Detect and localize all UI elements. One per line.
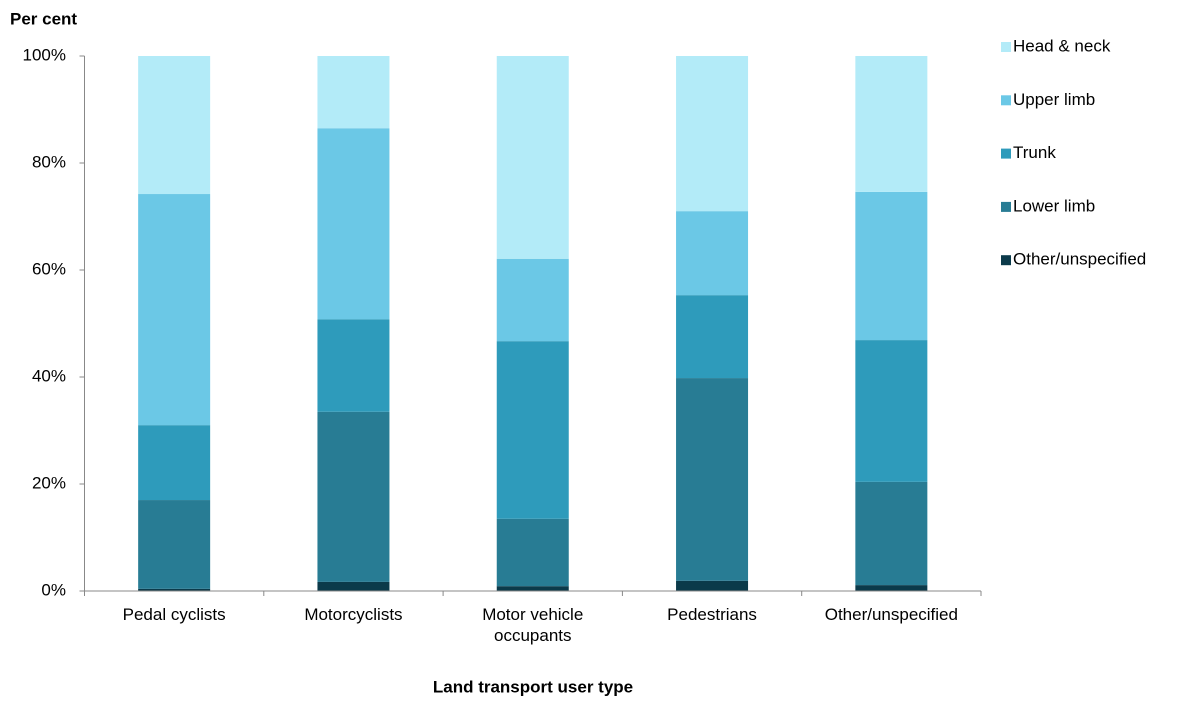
legend-label: Head & neck — [1013, 36, 1111, 55]
bar-segment — [138, 500, 211, 589]
x-tick-label: Other/unspecified — [824, 605, 958, 624]
bar-segment — [138, 56, 211, 195]
y-tick-label: 80% — [32, 152, 66, 171]
y-tick-label: 100% — [23, 45, 66, 64]
bar-segment — [855, 56, 928, 192]
bar-segment — [496, 258, 569, 342]
legend-swatch — [1001, 255, 1011, 266]
bar-segment — [855, 340, 928, 482]
x-tick-label: Motor vehicle occupants — [482, 605, 584, 645]
bar-segment — [317, 581, 390, 591]
x-tick-label: Motorcyclists — [304, 605, 403, 624]
legend-swatch — [1001, 95, 1011, 106]
y-tick-label: 40% — [32, 366, 66, 385]
bar-segment — [496, 56, 569, 259]
bar-segment — [676, 295, 749, 379]
bar-segment — [676, 211, 749, 296]
bar-segment — [317, 56, 390, 129]
legend-swatch — [1001, 148, 1011, 159]
bar-segment — [496, 341, 569, 519]
bar-segment — [496, 586, 569, 591]
bar-segment — [317, 128, 390, 320]
y-axis-title: Per cent — [10, 9, 77, 28]
y-tick-label: 20% — [32, 473, 66, 492]
legend-swatch — [1001, 201, 1011, 212]
bar-segment — [138, 425, 211, 501]
x-axis-title: Land transport user type — [433, 677, 633, 696]
bar-segment — [496, 518, 569, 587]
bar-segment — [676, 56, 749, 212]
legend-label: Lower limb — [1013, 196, 1095, 215]
bar-segment — [676, 378, 749, 581]
bar-segment — [138, 194, 211, 426]
bar-segment — [317, 319, 390, 412]
y-tick-label: 60% — [32, 259, 66, 278]
x-tick-label: Pedestrians — [667, 605, 757, 624]
x-tick-label: Pedal cyclists — [122, 605, 226, 624]
legend-swatch — [1001, 42, 1011, 52]
bar-segment — [855, 191, 928, 341]
bar-segment — [138, 588, 211, 591]
bar-segment — [855, 585, 928, 591]
bar-segment — [676, 580, 749, 591]
bar-segment — [855, 481, 928, 586]
y-tick-label: 0% — [41, 580, 66, 599]
legend-label: Other/unspecified — [1013, 250, 1146, 269]
legend-label: Upper limb — [1013, 90, 1095, 109]
bar-segment — [317, 411, 390, 582]
legend-label: Trunk — [1013, 143, 1056, 162]
